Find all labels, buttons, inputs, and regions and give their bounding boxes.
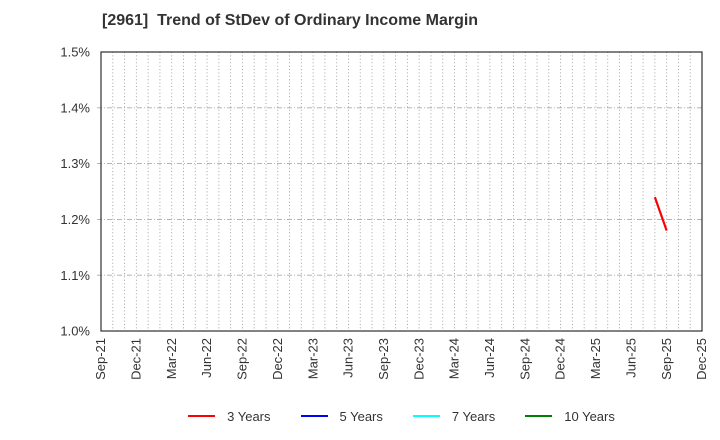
legend-item-5-years: 5 Years [300,408,383,424]
y-tick-label: 1.4% [60,100,90,115]
plot-border [100,51,703,332]
y-tick-labels: 1.0% 1.1% 1.2% 1.3% 1.4% 1.5% [60,45,90,339]
series-lines [653,196,668,231]
chart-title: [2961] Trend of StDev of Ordinary Income… [102,12,479,29]
x-tick-label: Dec-22 [270,338,285,380]
x-tick-label: Jun-22 [199,338,214,378]
legend-line-swatch-3-years [188,414,216,418]
x-tick-label: Sep-21 [93,338,108,380]
legend-line-swatch-5-years [300,414,328,418]
legend-label-5-years: 5 Years [339,408,383,424]
x-tick-label: Sep-23 [376,338,391,380]
legend-label-3-years: 3 Years [227,408,271,424]
legend-line-swatch-7-years [412,414,440,418]
y-tick-label: 1.2% [60,212,90,227]
x-tick-label: Dec-24 [553,338,568,380]
x-tick-label: Dec-25 [694,338,709,380]
legend-label-7-years: 7 Years [451,408,496,424]
x-tick-label: Jun-24 [482,338,497,378]
x-tick-label: Sep-22 [235,338,250,380]
series-line-3-years [653,196,668,231]
x-tick-label: Mar-25 [588,338,603,379]
x-tick-label: Mar-22 [164,338,179,379]
legend-line-swatch-10-years [525,414,553,418]
x-tick-label: Jun-23 [341,338,356,378]
legend-item-7-years: 7 Years [412,408,496,424]
y-tick-label: 1.1% [60,268,90,283]
y-tick-label: 1.0% [60,324,90,339]
x-tick-label: Sep-24 [517,338,532,380]
x-tick-label: Jun-25 [623,338,638,378]
legend-label-10-years: 10 Years [564,408,615,424]
x-tick-label: Sep-25 [659,338,674,380]
y-tick-label: 1.5% [60,45,90,60]
chart-legend: 3 Years 5 Years 7 Years 10 Years [101,404,702,428]
x-tick-label: Mar-23 [305,338,320,379]
x-tick-label: Dec-21 [129,338,144,380]
legend-item-3-years: 3 Years [188,408,271,424]
grid-vertical [112,52,691,331]
x-tick-labels: Sep-21 Dec-21 Mar-22 Jun-22 Sep-22 Dec-22 Mar-… [93,338,709,380]
legend-item-10-years: 10 Years [525,409,615,424]
grid-horizontal [97,107,702,276]
x-tick-label: Dec-23 [411,338,426,380]
x-tick-label: Mar-24 [447,338,462,379]
y-tick-label: 1.3% [60,156,90,171]
